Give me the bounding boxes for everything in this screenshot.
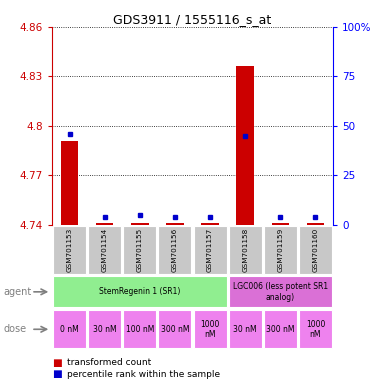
Text: 300 nM: 300 nM — [161, 325, 189, 334]
Bar — [166, 223, 184, 225]
Text: 1000
nM: 1000 nM — [200, 319, 220, 339]
Text: GSM701156: GSM701156 — [172, 228, 178, 272]
Text: GSM701158: GSM701158 — [242, 228, 248, 272]
Text: GSM701159: GSM701159 — [277, 228, 283, 272]
Text: GSM701160: GSM701160 — [313, 228, 318, 272]
Bar — [194, 310, 226, 348]
Bar — [264, 310, 297, 348]
Bar — [53, 226, 86, 274]
Bar — [229, 276, 332, 307]
Text: agent: agent — [4, 287, 32, 297]
Bar — [88, 226, 121, 274]
Text: GSM701154: GSM701154 — [102, 228, 108, 272]
Bar — [123, 310, 156, 348]
Text: transformed count: transformed count — [67, 358, 152, 367]
Bar — [236, 66, 254, 225]
Bar — [61, 141, 78, 225]
Bar — [131, 223, 149, 225]
Bar — [229, 310, 262, 348]
Bar — [299, 310, 332, 348]
Text: dose: dose — [4, 324, 27, 334]
Text: 1000
nM: 1000 nM — [306, 319, 325, 339]
Text: 0 nM: 0 nM — [60, 325, 79, 334]
Text: GSM701157: GSM701157 — [207, 228, 213, 272]
Bar — [159, 226, 191, 274]
Text: ■: ■ — [52, 369, 62, 379]
Text: 100 nM: 100 nM — [126, 325, 154, 334]
Bar — [299, 226, 332, 274]
Bar — [307, 223, 324, 225]
Text: 30 nM: 30 nM — [233, 325, 257, 334]
Text: percentile rank within the sample: percentile rank within the sample — [67, 370, 221, 379]
Text: GDS3911 / 1555116_s_at: GDS3911 / 1555116_s_at — [113, 13, 272, 26]
Bar — [264, 226, 297, 274]
Text: GSM701153: GSM701153 — [67, 228, 72, 272]
Bar — [88, 310, 121, 348]
Text: 30 nM: 30 nM — [93, 325, 117, 334]
Text: 300 nM: 300 nM — [266, 325, 295, 334]
Text: StemRegenin 1 (SR1): StemRegenin 1 (SR1) — [99, 287, 181, 296]
Text: LGC006 (less potent SR1
analog): LGC006 (less potent SR1 analog) — [233, 282, 328, 301]
Bar — [271, 223, 289, 225]
Text: GSM701155: GSM701155 — [137, 228, 143, 272]
Bar — [96, 223, 114, 225]
Text: ■: ■ — [52, 358, 62, 368]
Bar — [194, 226, 226, 274]
Bar — [229, 226, 262, 274]
Bar — [53, 276, 226, 307]
Bar — [53, 310, 86, 348]
Bar — [123, 226, 156, 274]
Bar — [201, 223, 219, 225]
Bar — [159, 310, 191, 348]
